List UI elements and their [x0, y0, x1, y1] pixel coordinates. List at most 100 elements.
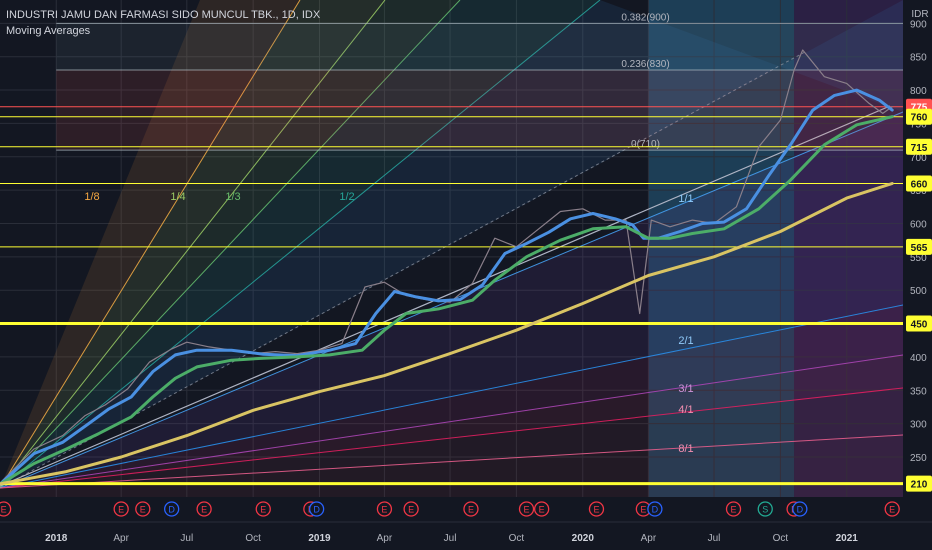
event-marker-e[interactable]: E — [518, 501, 535, 517]
gann-fan-line[interactable] — [0, 434, 904, 489]
x-tick-label: Apr — [377, 533, 393, 544]
event-marker-ring — [792, 501, 808, 517]
y-tick-label: 400 — [910, 353, 927, 364]
y-tick-label: 750 — [910, 119, 927, 130]
price-tag-label: 450 — [911, 320, 928, 331]
y-tick-label: 500 — [910, 286, 927, 297]
price-tag-label: 565 — [911, 243, 928, 254]
event-marker-ring — [196, 501, 212, 517]
price-tag-box — [906, 475, 932, 492]
price-tag-715[interactable]: 715 — [906, 138, 932, 155]
y-tick-label: 650 — [910, 186, 927, 197]
gann-label: 1/3 — [225, 191, 240, 203]
price-tag-565[interactable]: 565 — [906, 238, 932, 255]
fib-level-label: 0.236(830) — [621, 59, 669, 70]
price-tag-760[interactable]: 760 — [906, 108, 932, 125]
event-marker-label: E — [1, 505, 7, 515]
fib-levels[interactable]: 0.382(900) 0.236(830) 0(710) — [56, 12, 903, 151]
x-tick-label: Jul — [180, 533, 193, 544]
event-marker-label: E — [118, 505, 124, 515]
gann-fan-line[interactable] — [0, 0, 461, 489]
y-tick-label: 300 — [910, 420, 927, 431]
event-marker-label: E — [539, 505, 545, 515]
gann-label: 1/4 — [170, 191, 185, 203]
event-marker-e[interactable]: E — [463, 501, 479, 517]
price-tag-210[interactable]: 210 — [906, 475, 932, 492]
gann-fan-zone — [0, 435, 903, 497]
event-marker-ring — [588, 501, 605, 517]
event-marker-ring — [647, 501, 663, 517]
chart-gridlines — [0, 0, 903, 497]
event-marker-ring — [0, 501, 12, 517]
gann-fan-line[interactable] — [0, 387, 904, 489]
y-tick-label: 550 — [910, 253, 927, 264]
event-marker-e[interactable]: E — [0, 501, 12, 517]
gann-fan-zone — [0, 355, 903, 488]
event-marker-ring — [403, 501, 419, 517]
event-marker-e[interactable]: E — [135, 501, 151, 517]
event-marker-e[interactable]: E — [884, 501, 900, 517]
fib-zone — [56, 70, 903, 151]
horizontal-levels[interactable] — [0, 106, 903, 486]
event-marker-label: E — [524, 505, 530, 515]
y-tick-label: 900 — [910, 19, 927, 30]
event-marker-e[interactable]: E — [196, 501, 212, 517]
event-marker-label: D — [797, 505, 804, 515]
series-line-3 — [0, 182, 894, 486]
gann-fan-line[interactable] — [0, 0, 386, 489]
price-tag-label: 760 — [911, 113, 928, 124]
event-marker-d[interactable]: D — [792, 501, 808, 517]
x-tick-label: 2019 — [308, 533, 331, 544]
event-marker-e[interactable]: E — [376, 501, 393, 517]
y-axis-panel — [903, 0, 932, 522]
y-tick-label: 600 — [910, 219, 927, 230]
event-markers[interactable]: EEEDEEEDEEEEEEEDESEDE — [0, 501, 900, 517]
event-marker-e[interactable]: E — [403, 501, 419, 517]
gann-fan-line[interactable] — [0, 0, 301, 489]
event-marker-e[interactable]: E — [588, 501, 605, 517]
x-tick-label: Oct — [509, 533, 525, 544]
gann-fan[interactable] — [0, 0, 904, 497]
event-marker-label: E — [140, 505, 146, 515]
x-tick-label: Oct — [773, 533, 789, 544]
event-marker-d[interactable]: D — [308, 501, 325, 517]
price-tag-box — [906, 138, 932, 155]
event-marker-e[interactable]: E — [725, 501, 742, 517]
event-marker-label: D — [313, 505, 320, 515]
event-marker-e[interactable]: E — [534, 501, 550, 517]
event-marker-ring — [376, 501, 393, 517]
currency-label: IDR — [911, 9, 928, 20]
indicator-label[interactable]: Moving Averages — [6, 25, 91, 37]
gann-fan-line[interactable] — [0, 304, 904, 489]
fib-zone — [56, 23, 903, 71]
event-marker-ring — [534, 501, 550, 517]
price-tag-label: 715 — [911, 143, 928, 154]
gann-label: 1/1 — [678, 193, 693, 205]
plot-area — [0, 0, 903, 497]
event-marker-d[interactable]: D — [647, 501, 663, 517]
gann-fan-line[interactable] — [0, 354, 904, 489]
event-marker-ring — [308, 501, 325, 517]
series-line-1 — [0, 88, 894, 486]
event-marker-e[interactable]: E — [255, 501, 271, 517]
series-lines — [0, 49, 894, 486]
x-tick-label: 2021 — [836, 533, 859, 544]
price-tag-box — [906, 108, 932, 125]
event-marker-label: D — [652, 505, 659, 515]
price-tag-450[interactable]: 450 — [906, 315, 932, 332]
price-tag-660[interactable]: 660 — [906, 175, 932, 192]
gann-fan-line[interactable] — [0, 0, 601, 489]
event-marker-e[interactable]: E — [113, 501, 129, 517]
x-tick-label: 2020 — [572, 533, 595, 544]
event-marker-ring — [255, 501, 271, 517]
event-marker-d[interactable]: D — [164, 501, 180, 517]
x-tick-label: 2018 — [45, 533, 68, 544]
event-marker-s[interactable]: S — [757, 501, 773, 517]
price-tag-box — [906, 315, 932, 332]
event-marker-label: E — [260, 505, 266, 515]
x-axis[interactable]: 2018 Apr Jul Oct 2019 Apr Jul Oct 2020 Apr Jul Oct 2… — [0, 521, 932, 550]
trend-line[interactable] — [0, 105, 891, 487]
x-tick-label: Apr — [113, 533, 129, 544]
